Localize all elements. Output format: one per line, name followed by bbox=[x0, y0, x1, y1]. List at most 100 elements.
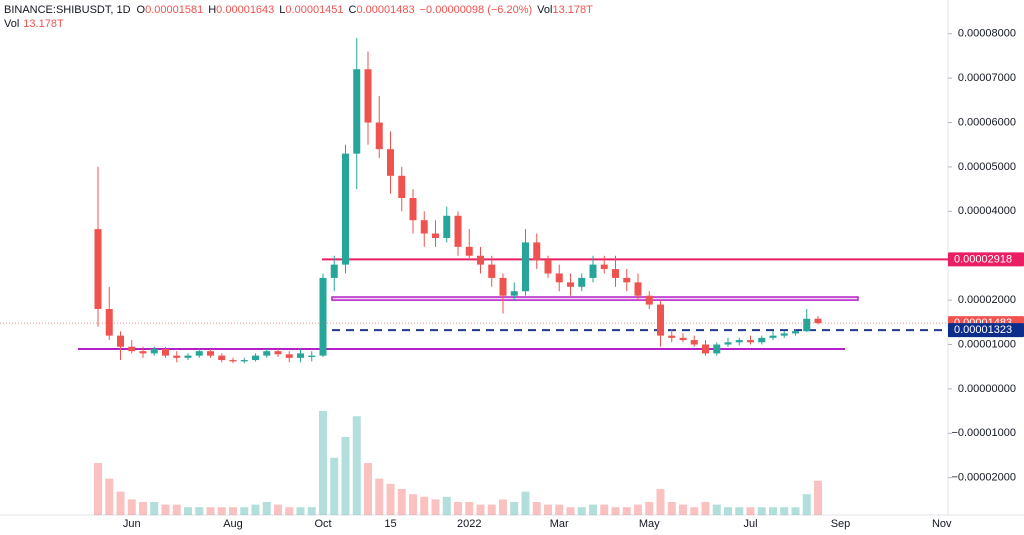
candle-body bbox=[477, 255, 484, 265]
candle-body bbox=[522, 242, 529, 292]
volume-bar bbox=[487, 504, 496, 515]
y-tick-label: −0.00001000 bbox=[951, 427, 1016, 439]
volume-bar bbox=[341, 437, 350, 515]
volume-bar bbox=[139, 502, 147, 515]
volume-bar bbox=[409, 494, 417, 515]
y-tick-label: 0.00002000 bbox=[958, 294, 1016, 306]
candle-body bbox=[567, 282, 574, 287]
volume-bar bbox=[217, 507, 226, 515]
field-key: C bbox=[348, 4, 357, 16]
candle-body bbox=[308, 355, 316, 357]
candle-body bbox=[499, 277, 507, 296]
x-tick-label: Mar bbox=[550, 518, 569, 530]
candle-body bbox=[589, 264, 597, 278]
volume-bar bbox=[510, 502, 519, 515]
vol-key: Vol bbox=[4, 18, 20, 30]
volume-bar bbox=[184, 507, 192, 515]
candle-body bbox=[747, 340, 754, 343]
volume-bar bbox=[206, 507, 215, 515]
candle-body bbox=[432, 233, 439, 238]
volume-bar bbox=[589, 504, 597, 515]
candle-body bbox=[364, 69, 372, 123]
candle-body bbox=[263, 351, 271, 356]
candle-body bbox=[702, 344, 709, 354]
candle-body bbox=[117, 335, 124, 347]
field-value: 0.00001451 bbox=[285, 4, 344, 16]
volume-bar bbox=[307, 507, 316, 515]
volume-bar bbox=[195, 507, 204, 515]
volume-bar bbox=[634, 504, 642, 515]
volume-bar bbox=[555, 504, 564, 515]
y-tick-label: 0.00004000 bbox=[958, 205, 1016, 217]
volume-bar bbox=[544, 504, 552, 515]
legend-header: BINANCE:SHIBUSDT, 1D O0.00001581 H0.000016… bbox=[4, 3, 598, 31]
volume-bar bbox=[802, 494, 811, 515]
volume-bar bbox=[127, 499, 136, 515]
volume-bar bbox=[262, 502, 271, 515]
volume-bar bbox=[521, 491, 530, 515]
x-tick-label: Jul bbox=[743, 518, 757, 530]
candle-body bbox=[94, 229, 102, 309]
candle-body bbox=[139, 351, 147, 354]
candle-body bbox=[387, 149, 394, 176]
field-key: H bbox=[208, 4, 217, 16]
vol-value: 13.178T bbox=[552, 4, 593, 16]
candle-body bbox=[634, 282, 642, 296]
x-tick-label: 2022 bbox=[457, 518, 481, 530]
field-key: L bbox=[279, 4, 286, 16]
x-tick-label: Jun bbox=[123, 518, 141, 530]
volume-legend: Vol 13.178T bbox=[4, 17, 598, 31]
volume-bar bbox=[116, 491, 125, 515]
volume-bar bbox=[780, 507, 789, 515]
y-tick-label: 0.00000000 bbox=[958, 383, 1016, 395]
candle-body bbox=[724, 342, 732, 345]
candle-body bbox=[510, 291, 518, 296]
candle-body bbox=[375, 122, 383, 150]
candle-body bbox=[443, 215, 451, 238]
candle-body bbox=[274, 351, 282, 355]
ohlc: O0.00001581 H0.00001643 L0.00001451 C0.0000… bbox=[137, 4, 420, 16]
volume-bar bbox=[274, 504, 282, 515]
x-tick-label: Aug bbox=[223, 518, 243, 530]
field-value: 0.00001581 bbox=[145, 4, 204, 16]
candle-body bbox=[105, 309, 113, 336]
vol-value: 13.178T bbox=[23, 18, 64, 30]
candle-body bbox=[128, 346, 136, 352]
candle-body bbox=[612, 269, 619, 278]
candle-body bbox=[488, 264, 496, 278]
change: −0.00000098 (−6.20%) bbox=[419, 4, 533, 16]
candle-body bbox=[330, 264, 338, 278]
volume-bar bbox=[645, 502, 654, 515]
volume-bar bbox=[386, 483, 395, 515]
volume-bar bbox=[532, 502, 541, 515]
candle-body bbox=[735, 340, 743, 343]
price-label-box bbox=[948, 252, 1024, 267]
volume-bar bbox=[814, 480, 822, 515]
volume-bar bbox=[420, 496, 429, 515]
volume-bar bbox=[285, 507, 294, 515]
y-tick-label: 0.00001000 bbox=[958, 338, 1016, 350]
candle-body bbox=[555, 273, 563, 283]
volume-bar bbox=[94, 463, 102, 515]
vol-key: Vol bbox=[537, 4, 553, 16]
volume bbox=[94, 411, 822, 515]
y-tick-label: 0.00007000 bbox=[958, 72, 1016, 84]
candle-body bbox=[465, 246, 473, 256]
volume-bar bbox=[229, 507, 237, 515]
candle-body bbox=[173, 355, 181, 358]
volume-bar bbox=[735, 507, 744, 515]
price-label: 0.00001323 bbox=[954, 324, 1012, 336]
y-tick-label: 0.00006000 bbox=[958, 116, 1016, 128]
volume-bar bbox=[161, 504, 170, 515]
field-key: O bbox=[136, 4, 146, 16]
x-tick-label: Oct bbox=[314, 518, 331, 530]
volume-bar bbox=[105, 478, 114, 515]
candle-body bbox=[409, 198, 417, 221]
volume-bar bbox=[701, 502, 710, 515]
price-label: 0.00002918 bbox=[954, 253, 1012, 265]
volume-bar bbox=[656, 489, 665, 515]
volume-bar bbox=[712, 504, 721, 515]
y-tick-label: 0.00005000 bbox=[958, 161, 1016, 173]
candle-body bbox=[713, 344, 721, 354]
